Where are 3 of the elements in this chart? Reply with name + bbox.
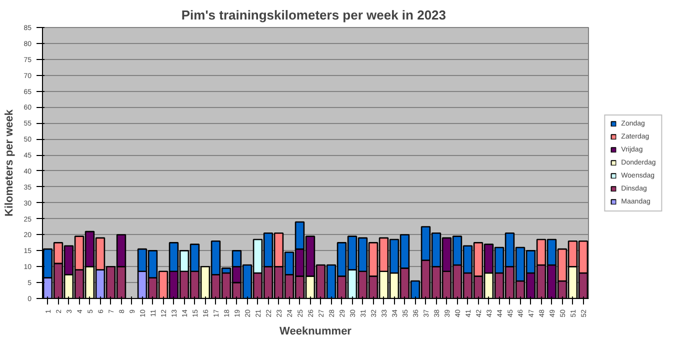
chart-title: Pim's trainingskilometers per week in 2023 [181,8,446,22]
y-axis-title: Kilometers per week [4,108,16,216]
x-axis-title: Weeknummer [280,325,352,338]
